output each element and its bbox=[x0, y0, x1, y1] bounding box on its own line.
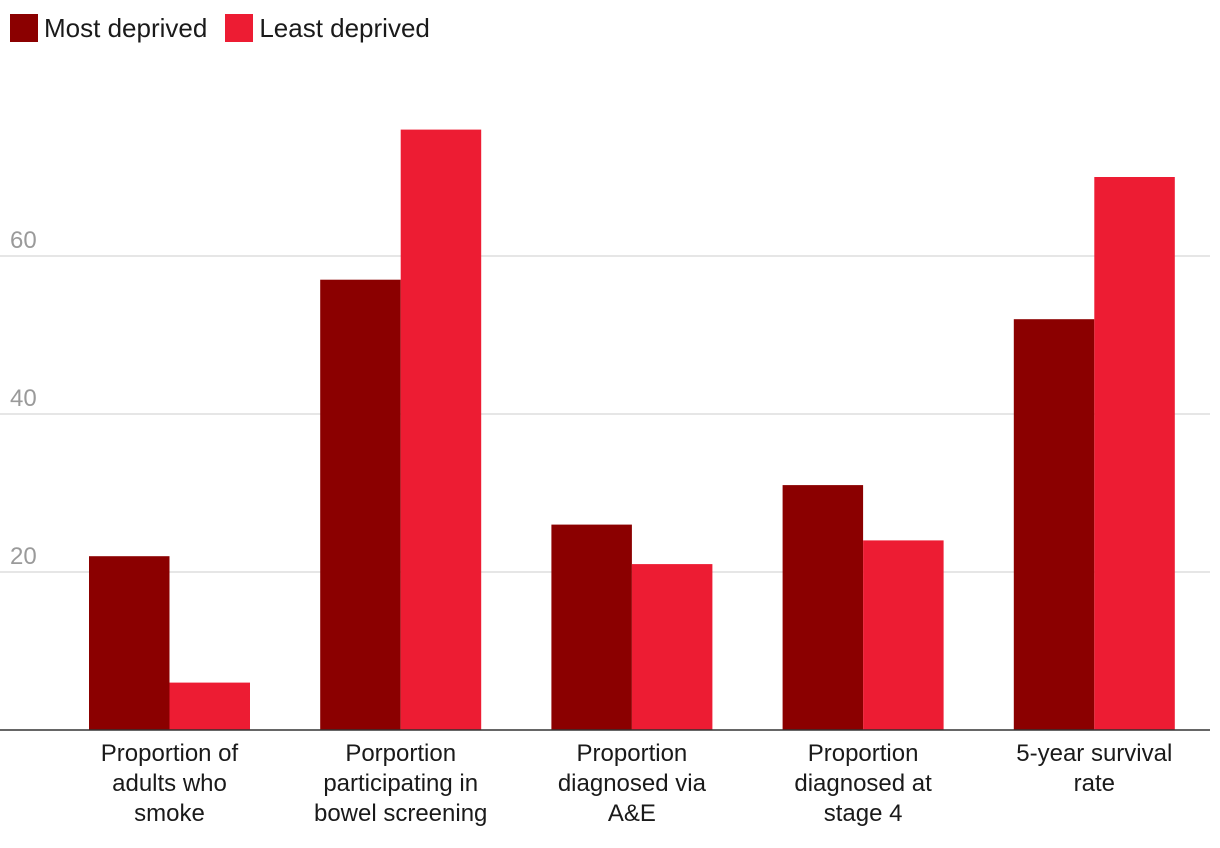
category-label-line: smoke bbox=[134, 800, 205, 827]
category-label-line: 5-year survival bbox=[1016, 740, 1172, 767]
category-label: Proportion diagnosed at stage 4 bbox=[794, 740, 932, 827]
category-label-line: stage 4 bbox=[824, 800, 903, 827]
category-label-line: Proportion bbox=[808, 740, 919, 767]
category-label: Proportion diagnosed via A&E bbox=[558, 740, 707, 827]
category-label-line: diagnosed at bbox=[794, 770, 932, 797]
bar-least-deprived-3 bbox=[863, 540, 944, 730]
category-label-line: A&E bbox=[608, 800, 656, 827]
legend-item-least-deprived: Least deprived bbox=[225, 13, 430, 44]
category-label-line: rate bbox=[1074, 770, 1115, 797]
bar-least-deprived-2 bbox=[631, 564, 713, 730]
category-label: Porportion participating in bowel screenin… bbox=[314, 740, 487, 827]
category-label: Proportion of adults who smoke bbox=[101, 740, 239, 827]
category-label-line: Proportion bbox=[577, 740, 688, 767]
bar-most-deprived-3 bbox=[782, 485, 864, 730]
bar-most-deprived-0 bbox=[89, 556, 170, 730]
y-tick-label: 20 bbox=[10, 543, 37, 570]
category-label: 5-year survival rate bbox=[1016, 740, 1172, 797]
category-label-line: diagnosed via bbox=[558, 770, 707, 797]
legend-swatch-least-deprived bbox=[225, 14, 254, 42]
legend-swatch-most-deprived bbox=[10, 14, 38, 42]
legend: Most deprived Least deprived bbox=[10, 10, 448, 46]
bar-most-deprived-1 bbox=[320, 279, 401, 730]
legend-item-most-deprived: Most deprived bbox=[10, 13, 207, 44]
bar-most-deprived-4 bbox=[1013, 319, 1095, 730]
category-label-line: participating in bbox=[323, 770, 478, 797]
category-label-line: adults who bbox=[112, 770, 227, 797]
category-labels: Proportion of adults who smoke Porportion pa… bbox=[101, 740, 1173, 827]
y-tick-label: 40 bbox=[10, 385, 37, 412]
bar-most-deprived-2 bbox=[551, 524, 632, 730]
category-label-line: bowel screening bbox=[314, 800, 487, 827]
bar-least-deprived-4 bbox=[1094, 177, 1175, 730]
y-tick-labels: 20 40 60 bbox=[10, 227, 37, 570]
bar-least-deprived-0 bbox=[169, 682, 250, 730]
y-tick-label: 60 bbox=[10, 227, 37, 254]
legend-label-least-deprived: Least deprived bbox=[259, 12, 430, 43]
bars bbox=[89, 129, 1175, 731]
category-label-line: Proportion of bbox=[101, 740, 239, 767]
bar-least-deprived-1 bbox=[400, 129, 482, 731]
category-label-line: Porportion bbox=[345, 740, 456, 767]
legend-label-most-deprived: Most deprived bbox=[44, 12, 208, 43]
